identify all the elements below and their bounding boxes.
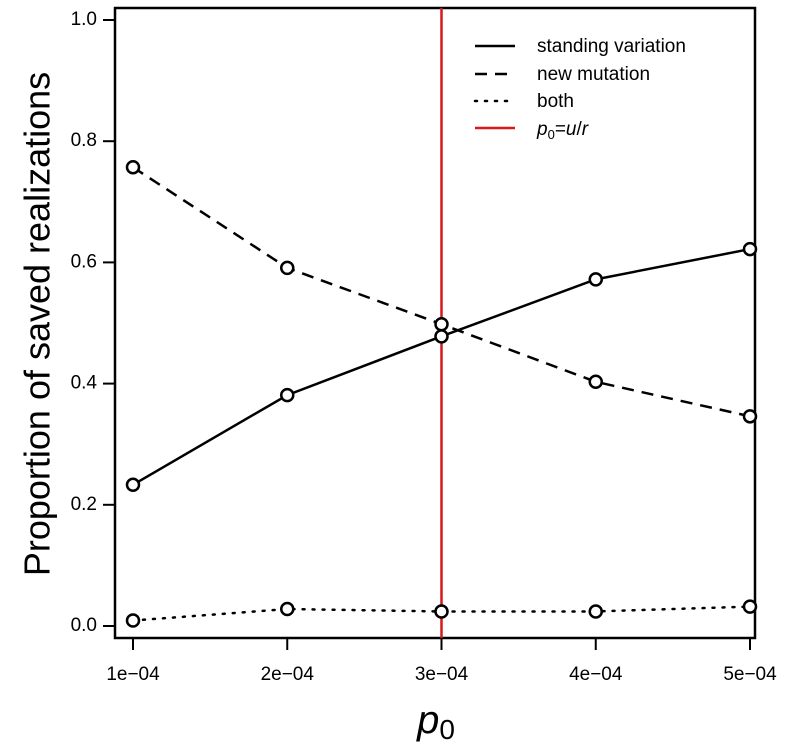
- series-layer: [125, 160, 758, 628]
- y-tick-label: 0.4: [71, 373, 98, 394]
- data-point: [588, 374, 603, 390]
- series-both: [125, 599, 758, 628]
- x-axis-label-subscript: 0: [439, 714, 455, 745]
- legend-label-vline-eq: =: [555, 119, 566, 140]
- data-point: [742, 241, 758, 257]
- y-tick-label: 1.0: [71, 9, 97, 30]
- x-tick-label: 2e−04: [261, 664, 315, 685]
- x-axis-label: p0: [416, 698, 455, 745]
- legend-label-vline-slash: /: [577, 119, 583, 140]
- legend-label-new-mutation: new mutation: [537, 64, 650, 85]
- legend-label-both: both: [537, 91, 574, 112]
- x-tick-label: 5e−04: [723, 664, 777, 685]
- legend-label-vline-sub: 0: [548, 127, 555, 142]
- legend-label-vline-p: p: [536, 119, 548, 140]
- x-tick-label: 4e−04: [569, 664, 623, 685]
- data-point: [434, 604, 449, 619]
- data-point: [434, 316, 449, 332]
- data-point: [125, 160, 141, 175]
- data-point: [125, 613, 141, 628]
- x-tick-label: 3e−04: [415, 664, 469, 685]
- x-axis-label-p: p: [416, 698, 439, 742]
- legend: standing variation new mutation both p0=…: [473, 36, 686, 142]
- y-tick-label: 0.0: [71, 615, 97, 636]
- y-axis-label: Proportion of saved realizations: [17, 72, 58, 576]
- data-point: [742, 599, 758, 614]
- data-point: [280, 387, 295, 403]
- legend-label-vline-r: r: [582, 119, 589, 140]
- data-point: [280, 601, 295, 617]
- y-tick-label: 0.8: [71, 130, 97, 151]
- y-axis: 0.0 0.2 0.4 0.6 0.8 1.0: [71, 9, 115, 636]
- legend-label-vline-u: u: [566, 119, 577, 140]
- plot-frame: [113, 6, 757, 640]
- data-point: [125, 477, 141, 493]
- data-point: [588, 604, 603, 619]
- y-tick-label: 0.2: [71, 494, 97, 515]
- x-tick-label: 1e−04: [106, 664, 160, 685]
- data-point: [742, 409, 758, 424]
- series-standing-variation: [125, 241, 758, 493]
- data-point: [588, 272, 603, 287]
- data-point: [280, 260, 295, 276]
- y-tick-label: 0.6: [71, 251, 97, 272]
- legend-label-standing: standing variation: [537, 36, 686, 57]
- series-new-mutation: [125, 160, 758, 424]
- x-axis: 1e−04 2e−04 3e−04 4e−04 5e−04: [106, 638, 777, 685]
- data-point: [434, 329, 449, 344]
- legend-label-vline: p0=u/r: [536, 119, 589, 142]
